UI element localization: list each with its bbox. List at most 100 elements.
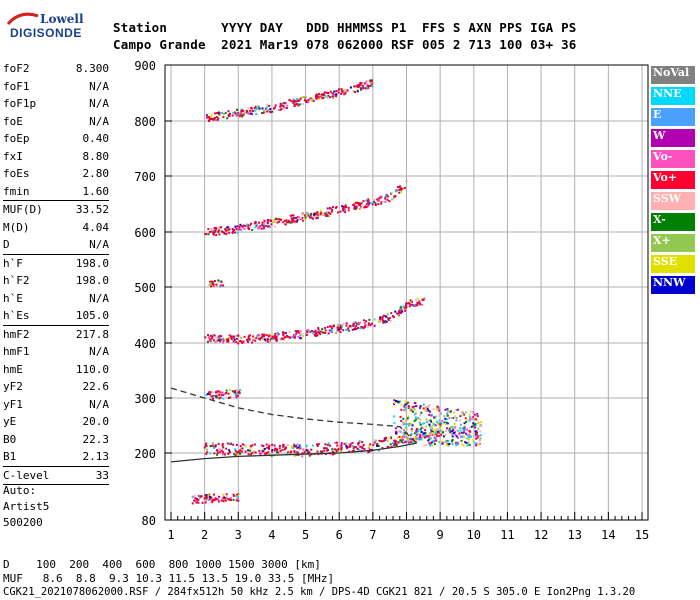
echo-point <box>309 97 312 100</box>
echo-point <box>293 217 295 219</box>
echo-point <box>422 298 425 301</box>
echo-point <box>380 202 383 205</box>
echo-point <box>410 430 413 433</box>
echo-point <box>222 339 225 342</box>
param-row: h`F 198.0 <box>3 253 109 273</box>
echo-point <box>294 336 296 339</box>
echo-point <box>295 103 298 105</box>
echo-point <box>369 324 372 326</box>
param-value: 4.04 <box>82 220 110 234</box>
echo-point <box>248 339 251 342</box>
echo-point <box>299 334 302 337</box>
echo-point <box>403 433 406 436</box>
echo-point <box>305 101 308 104</box>
echo-point <box>275 217 277 220</box>
echo-point <box>297 216 300 219</box>
echo-point <box>455 444 458 447</box>
echo-point <box>377 203 380 205</box>
echo-point <box>199 495 202 498</box>
echo-point <box>480 421 483 424</box>
echo-point <box>412 304 415 307</box>
echo-point <box>279 450 282 453</box>
echo-point <box>207 499 210 501</box>
echo-point <box>217 279 220 282</box>
echo-point <box>262 111 265 114</box>
param-row: hmF1 N/A <box>3 343 109 361</box>
echo-point <box>204 444 207 447</box>
echo-point <box>393 444 396 446</box>
echo-point <box>432 439 435 442</box>
echo-point <box>399 186 402 188</box>
echo-point <box>376 444 378 447</box>
echo-point <box>459 419 462 422</box>
echo-point <box>388 200 391 203</box>
echo-point <box>398 191 401 194</box>
echo-point <box>325 213 328 216</box>
echo-point <box>279 103 282 106</box>
echo-point <box>393 439 396 442</box>
echo-point <box>224 229 227 232</box>
echo-point <box>314 335 317 337</box>
echo-point <box>379 195 382 198</box>
echo-point <box>249 449 252 452</box>
echo-point <box>216 339 219 342</box>
echo-point <box>402 305 405 308</box>
echo-point <box>358 440 361 443</box>
echo-point <box>322 96 325 99</box>
echo-point <box>219 451 222 454</box>
echo-point <box>218 447 221 450</box>
echo-point <box>293 335 296 337</box>
echo-point <box>218 337 221 340</box>
echo-point <box>414 418 417 421</box>
echo-point <box>367 200 370 203</box>
echo-point <box>228 231 231 234</box>
echo-point <box>354 327 357 330</box>
echo-point <box>381 200 384 203</box>
echo-point <box>226 117 229 120</box>
echo-point <box>454 416 457 419</box>
echo-point <box>426 408 429 410</box>
echo-point <box>340 442 343 445</box>
echo-point <box>304 216 307 219</box>
echo-point <box>356 323 359 325</box>
echo-point <box>344 211 347 214</box>
echo-point <box>333 448 336 451</box>
echo-point <box>311 444 314 447</box>
echo-point <box>339 210 342 213</box>
echo-point <box>321 331 324 334</box>
echo-point <box>462 431 465 434</box>
echo-point <box>235 392 238 395</box>
echo-point <box>282 444 285 447</box>
echo-point <box>231 390 234 393</box>
echo-point <box>298 444 301 447</box>
echo-point <box>477 427 480 430</box>
echo-point <box>468 444 471 447</box>
echo-point <box>373 324 376 327</box>
echo-point <box>448 427 451 430</box>
echo-point <box>267 225 270 228</box>
echo-point <box>263 221 266 224</box>
param-row: h`Es 105.0 <box>3 307 109 325</box>
echo-point <box>424 409 427 411</box>
echo-point <box>306 330 309 333</box>
echo-point <box>306 451 309 454</box>
param-value: 22.6 <box>82 380 110 393</box>
echo-point <box>321 97 324 100</box>
echo-point <box>273 107 275 110</box>
echo-point <box>332 97 335 100</box>
echo-point <box>359 82 362 85</box>
param-key: fxI <box>3 149 23 163</box>
echo-point <box>455 409 458 412</box>
echo-point <box>237 342 240 345</box>
echo-point <box>246 338 249 341</box>
echo-point <box>373 200 375 203</box>
echo-point <box>195 499 198 502</box>
echo-point <box>227 498 230 501</box>
echo-point <box>475 442 478 445</box>
echo-point <box>248 228 250 230</box>
echo-point <box>457 443 460 446</box>
echo-point <box>210 227 213 230</box>
echo-point <box>304 96 307 98</box>
echo-point <box>213 229 215 232</box>
param-row: h`F2 198.0 <box>3 272 109 290</box>
